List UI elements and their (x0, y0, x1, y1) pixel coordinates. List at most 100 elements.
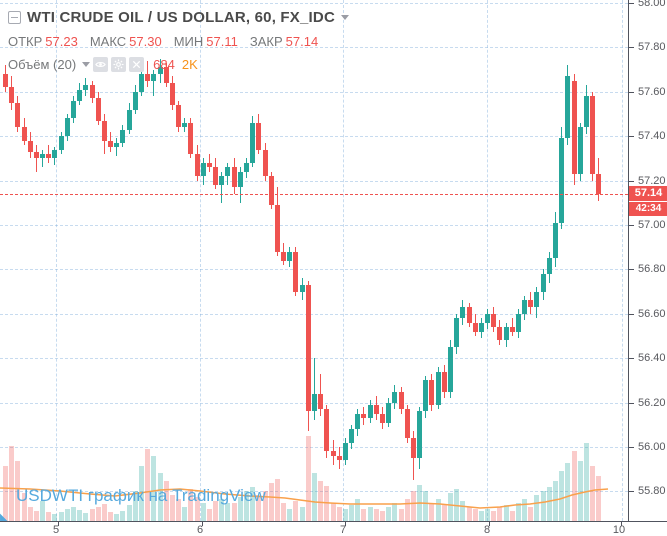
candle-body (572, 81, 577, 174)
volume-bar (473, 509, 478, 521)
candle-body (15, 103, 20, 127)
volume-bar (460, 501, 465, 521)
h-gridline (0, 225, 628, 226)
volume-indicator-label[interactable]: Объём (20) (8, 56, 77, 72)
candle-body (77, 90, 82, 101)
candle-body (473, 323, 478, 332)
candle-wick (36, 145, 37, 172)
time-axis[interactable]: 5 6 7 8 10 (0, 521, 667, 536)
candle-body (534, 292, 539, 307)
price-tick-label: 56.60 (638, 308, 666, 320)
price-tick (629, 358, 634, 359)
candle-body (9, 87, 14, 103)
candle-body (133, 92, 138, 110)
volume-indicator-row[interactable]: Объём (20) (8, 55, 349, 73)
volume-bar (46, 512, 51, 521)
candle-body (83, 85, 88, 90)
candle-wick (153, 70, 154, 96)
remove-indicator-button[interactable] (129, 56, 145, 72)
volume-bar (281, 503, 286, 521)
candle-wick (314, 358, 315, 420)
candle-body (71, 101, 76, 118)
volume-bar (590, 466, 595, 521)
price-axis[interactable]: 57.14 42:34 58.00 57.80 57.60 57.40 57.20 57.… (628, 0, 667, 521)
candle-body (158, 67, 163, 74)
price-tick (629, 92, 634, 93)
volume-bar (52, 514, 57, 521)
toggle-visibility-button[interactable] (93, 56, 109, 72)
candle-body (102, 121, 107, 141)
price-tick (629, 314, 634, 315)
candle-body (207, 163, 212, 167)
volume-bar (219, 499, 224, 521)
h-gridline (0, 92, 628, 93)
volume-bar (145, 449, 150, 521)
candle-body (528, 300, 533, 307)
price-tick-label: 55.80 (638, 485, 666, 497)
volume-bar (380, 511, 385, 521)
volume-bar (485, 509, 490, 521)
time-tick-label: 10 (612, 524, 626, 536)
volume-bar (225, 503, 230, 521)
candle-body (65, 118, 70, 136)
candle-body (318, 394, 323, 409)
candle-body (374, 405, 379, 414)
chevron-down-icon[interactable] (82, 61, 91, 67)
volume-bar (405, 499, 410, 521)
v-gridline (487, 0, 488, 521)
volume-bar (318, 481, 323, 521)
candle-body (201, 163, 206, 176)
symbol-title-row[interactable]: WTI CRUDE OIL / US DOLLAR, 60, FX_IDC (8, 6, 349, 28)
candle-body (429, 380, 434, 405)
candle-body (405, 409, 410, 438)
candle-body (306, 285, 311, 411)
candle-body (28, 141, 33, 152)
v-gridline (56, 0, 57, 521)
price-tick-label: 56.20 (638, 397, 666, 409)
collapse-legend-icon[interactable] (8, 10, 21, 24)
volume-bar (374, 509, 379, 521)
eye-icon (95, 61, 106, 67)
price-tick-label: 57.20 (638, 175, 666, 187)
price-tick-label: 56.00 (638, 441, 666, 453)
low-label: МИН (173, 33, 204, 49)
price-tick (629, 3, 634, 4)
volume-bar (114, 514, 119, 521)
volume-bar (504, 505, 509, 521)
time-tick (621, 522, 622, 526)
time-tick (202, 522, 203, 526)
candle-body (312, 394, 317, 411)
chevron-down-icon[interactable] (340, 14, 349, 20)
chart-plot-area[interactable]: USDWTI график на TradingView ◣ WTI CRUDE… (0, 0, 628, 521)
price-tick-label: 56.80 (638, 263, 666, 275)
price-tick-label: 57.80 (638, 41, 666, 53)
volume-bar (361, 509, 366, 521)
candle-body (195, 154, 200, 176)
candle-body (479, 323, 484, 332)
candle-wick (221, 172, 222, 203)
volume-bar (355, 499, 360, 521)
volume-bar (182, 507, 187, 521)
volume-bar (293, 501, 298, 521)
candle-body (256, 123, 261, 150)
price-tick (629, 491, 634, 492)
volume-bar (83, 513, 88, 521)
volume-bar (40, 501, 45, 521)
candle-body (361, 414, 366, 418)
indicator-settings-button[interactable] (111, 56, 127, 72)
candle-body (151, 74, 156, 81)
tradingview-watermark-link[interactable]: USDWTI график на TradingView (16, 486, 266, 505)
candle-body (3, 74, 8, 87)
candle-body (392, 392, 397, 403)
candle-body (324, 409, 329, 451)
volume-bar (269, 483, 274, 521)
volume-bar (28, 507, 33, 521)
close-icon (132, 60, 141, 68)
volume-bar (77, 510, 82, 521)
candle-body (596, 174, 601, 194)
candle-body (176, 105, 181, 127)
volume-bar (312, 473, 317, 521)
candle-body (139, 74, 144, 92)
candle-body (578, 127, 583, 174)
symbol-title[interactable]: WTI CRUDE OIL / US DOLLAR, 60, FX_IDC (27, 8, 335, 26)
